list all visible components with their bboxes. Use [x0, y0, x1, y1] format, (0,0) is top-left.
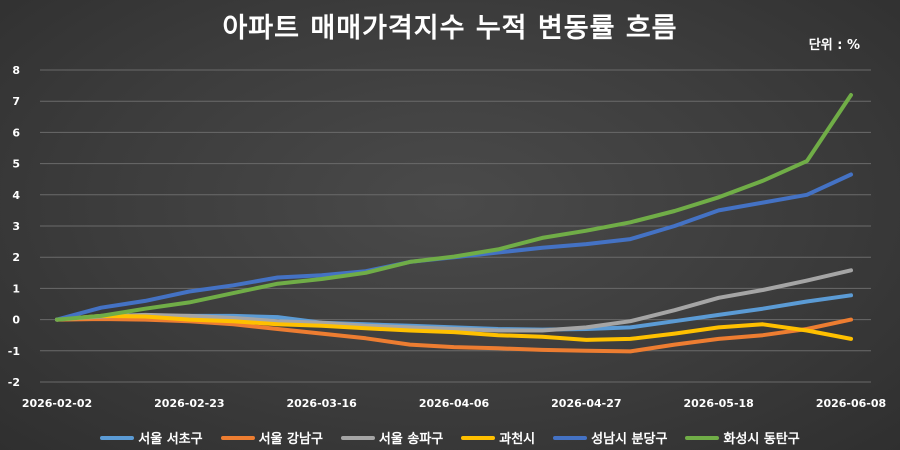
x-tick-label: 2026-04-27 — [551, 397, 621, 410]
legend-swatch — [220, 435, 255, 440]
series-lines — [55, 93, 853, 354]
legend-label: 서울 서초구 — [138, 432, 203, 447]
series-line-5 — [55, 93, 853, 322]
legend-label: 과천시 — [499, 432, 536, 447]
unit-label: 단위 : % — [808, 38, 860, 53]
y-tick-label: 5 — [12, 158, 20, 171]
x-tick-label: 2026-06-08 — [816, 397, 886, 410]
y-tick-label: 2 — [12, 251, 20, 264]
legend-label: 서울 강남구 — [258, 432, 323, 447]
legend-label: 성남시 분당구 — [591, 432, 668, 447]
x-axis-ticks: 2026-02-02 2026-02-23 2026-03-16 2026-04-06… — [22, 397, 886, 410]
x-tick-label: 2026-02-23 — [154, 397, 224, 410]
y-tick-label: 4 — [12, 189, 20, 202]
series-line-2 — [55, 268, 853, 333]
series-line-0 — [55, 293, 853, 332]
legend-swatch — [685, 435, 720, 440]
x-tick-label: 2026-04-06 — [419, 397, 490, 410]
series-line-3 — [55, 313, 853, 342]
legend-item: 서울 송파구 — [340, 428, 444, 447]
legend-item: 서울 강남구 — [220, 428, 323, 447]
y-tick-label: 8 — [12, 64, 20, 77]
y-tick-label: -1 — [8, 345, 20, 358]
legend-item: 화성시 동탄구 — [685, 428, 800, 447]
x-tick-label: 2026-02-02 — [22, 397, 92, 410]
y-axis-ticks: -2 -1 0 1 2 3 4 5 6 7 8 — [8, 64, 21, 389]
legend-item: 성남시 분당구 — [553, 428, 667, 447]
legend: 서울 서초구 서울 강남구 서울 송파구 과천시 성남시 분당구 화성시 동탄구 — [0, 428, 900, 447]
legend-item: 서울 서초구 — [100, 428, 203, 447]
legend-swatch — [461, 435, 496, 440]
series-line-4 — [55, 172, 853, 322]
legend-label: 서울 송파구 — [378, 432, 444, 447]
y-tick-label: 1 — [12, 282, 20, 295]
x-tick-label: 2026-05-18 — [683, 397, 753, 410]
series-line-1 — [55, 317, 853, 354]
y-tick-label: 7 — [12, 95, 20, 108]
legend-label: 화성시 동탄구 — [723, 432, 800, 447]
legend-swatch — [100, 435, 135, 440]
y-tick-label: 3 — [12, 220, 20, 233]
y-tick-label: -2 — [8, 376, 20, 389]
gridlines — [40, 69, 871, 383]
legend-swatch — [553, 435, 588, 440]
chart-title: 아파트 매매가격지수 누적 변동률 흐름 — [222, 13, 678, 44]
x-tick-label: 2026-03-16 — [286, 397, 357, 410]
legend-swatch — [340, 435, 375, 440]
legend-item: 과천시 — [461, 428, 535, 447]
y-tick-label: 6 — [12, 126, 20, 139]
y-tick-label: 0 — [12, 314, 20, 327]
